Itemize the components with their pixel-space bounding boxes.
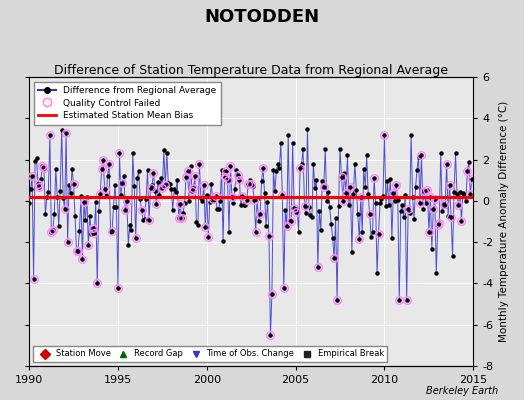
- Title: Difference of Station Temperature Data from Regional Average: Difference of Station Temperature Data f…: [54, 64, 448, 77]
- Text: Berkeley Earth: Berkeley Earth: [425, 386, 498, 396]
- Legend: Station Move, Record Gap, Time of Obs. Change, Empirical Break: Station Move, Record Gap, Time of Obs. C…: [34, 346, 387, 362]
- Y-axis label: Monthly Temperature Anomaly Difference (°C): Monthly Temperature Anomaly Difference (…: [499, 101, 509, 342]
- Text: NOTODDEN: NOTODDEN: [204, 8, 320, 26]
